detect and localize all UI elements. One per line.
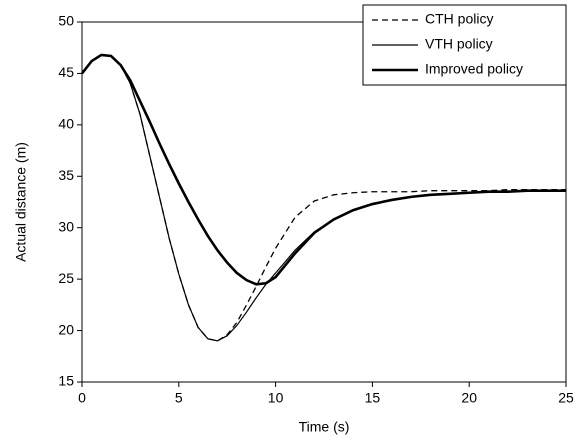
x-tick-label: 10: [268, 390, 284, 406]
x-tick-label: 0: [78, 390, 86, 406]
y-tick-label: 20: [58, 321, 74, 337]
legend-label: CTH policy: [425, 11, 493, 27]
x-tick-label: 15: [365, 390, 381, 406]
legend-label: Improved policy: [425, 61, 523, 77]
y-axis-label: Actual distance (m): [13, 142, 29, 262]
y-tick-label: 45: [58, 64, 74, 80]
legend-label: VTH policy: [425, 36, 493, 52]
x-tick-label: 25: [558, 390, 574, 406]
y-tick-label: 40: [58, 116, 74, 132]
x-tick-label: 20: [461, 390, 477, 406]
y-tick-label: 50: [58, 13, 74, 29]
plot-frame: [81, 21, 567, 383]
x-axis-label: Time (s): [299, 419, 350, 435]
y-tick-label: 15: [58, 373, 74, 389]
series-line: [80, 53, 566, 286]
y-tick-label: 30: [58, 218, 74, 234]
series-line: [81, 54, 566, 342]
y-tick-label: 25: [58, 270, 74, 286]
x-tick-label: 5: [175, 390, 183, 406]
y-tick-label: 35: [58, 167, 74, 183]
